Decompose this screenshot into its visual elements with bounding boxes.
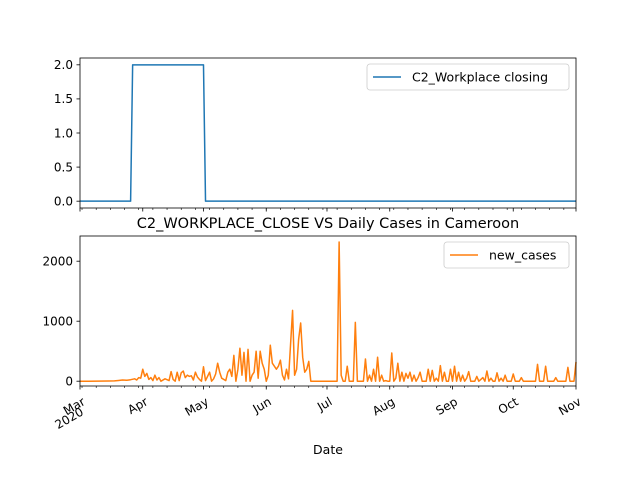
bottom-legend-box [443, 241, 570, 269]
x-axis-label: Date [313, 442, 343, 457]
top-x-ticks [79, 208, 577, 212]
top-ytick-label: 1.5 [54, 92, 73, 106]
workplace-closing-series-group [80, 64, 576, 202]
bottom-legend: new_cases [443, 241, 570, 269]
bottom-y-ticks: 0 1000 2000 [42, 255, 80, 389]
top-y-ticks: 0.0 0.5 1.0 1.5 2.0 [54, 58, 80, 208]
top-legend-box [366, 63, 570, 91]
top-ytick-label: 1.0 [54, 126, 73, 140]
top-ytick-label: 0.0 [54, 194, 73, 208]
top-legend-label: C2_Workplace closing [412, 70, 548, 85]
new-cases-series-group [80, 241, 577, 382]
bottom-legend-label: new_cases [489, 248, 556, 263]
bottom-ytick-label: 1000 [42, 315, 73, 329]
workplace-closing-subplot: 0.0 0.5 1.0 1.5 2.0 C2_Workplace closing [54, 57, 577, 212]
x-tick-label: Jul [314, 394, 334, 414]
bottom-axes-frame [79, 235, 577, 387]
bottom-series-line [80, 241, 577, 382]
top-series-line [80, 64, 576, 202]
bottom-ytick-label: 2000 [42, 255, 73, 269]
top-ytick-label: 0.5 [54, 160, 73, 174]
bottom-ytick-label: 0 [65, 375, 73, 389]
top-legend: C2_Workplace closing [366, 63, 570, 91]
top-ytick-label: 2.0 [54, 58, 73, 72]
chart-title: C2_WORKPLACE_CLOSE VS Daily Cases in Cam… [137, 216, 520, 232]
